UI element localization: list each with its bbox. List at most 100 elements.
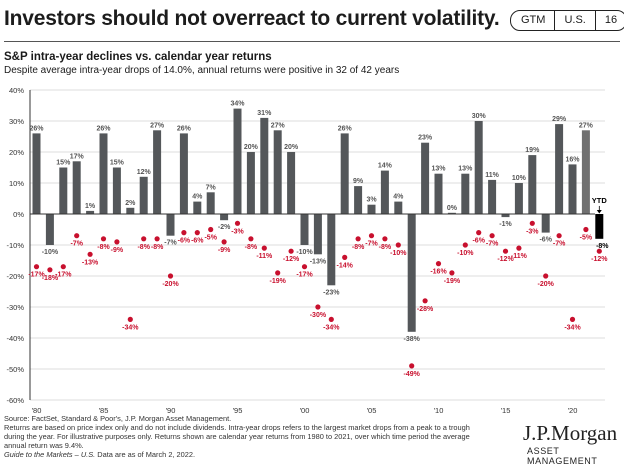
return-bar bbox=[380, 170, 389, 214]
return-label: 4% bbox=[393, 194, 404, 201]
return-bar bbox=[421, 142, 430, 214]
decline-dot bbox=[516, 245, 522, 251]
chart-subtitle: Despite average intra-year drops of 14.0… bbox=[4, 65, 400, 76]
source-note: Source: FactSet, Standard & Poor's, J.P.… bbox=[4, 414, 232, 423]
return-bar bbox=[166, 214, 175, 236]
chart-title: S&P intra-year declines vs. calendar yea… bbox=[4, 51, 272, 63]
return-label: 16% bbox=[565, 156, 580, 163]
return-label: 7% bbox=[206, 184, 217, 191]
decline-label: -8% bbox=[137, 244, 150, 251]
decline-dot bbox=[409, 363, 415, 369]
decline-label: -19% bbox=[444, 278, 461, 285]
return-bar bbox=[367, 204, 376, 214]
y-tick-label: -10% bbox=[6, 241, 24, 250]
decline-dot bbox=[569, 316, 576, 322]
decline-dot bbox=[502, 248, 509, 254]
decline-dot bbox=[462, 242, 468, 248]
decline-dot bbox=[368, 233, 375, 239]
return-bar bbox=[555, 124, 564, 214]
return-label: 27% bbox=[271, 122, 286, 129]
decline-dot bbox=[74, 233, 80, 239]
return-bar bbox=[340, 133, 349, 214]
return-bar bbox=[488, 179, 497, 214]
decline-label: -20% bbox=[162, 281, 179, 288]
return-label: -13% bbox=[310, 258, 327, 265]
decline-dot bbox=[395, 242, 401, 248]
decline-dot bbox=[154, 236, 160, 242]
decline-label: -18% bbox=[42, 275, 59, 282]
return-label: 31% bbox=[257, 110, 272, 117]
decline-dot bbox=[33, 264, 40, 270]
return-label: 34% bbox=[230, 101, 245, 108]
return-label: 0% bbox=[447, 205, 458, 212]
decline-label: -16% bbox=[430, 269, 447, 276]
return-label: 26% bbox=[29, 125, 44, 132]
decline-label: -8% bbox=[245, 244, 258, 251]
return-bar bbox=[45, 214, 54, 245]
return-label: 20% bbox=[244, 144, 259, 151]
y-tick-label: -40% bbox=[6, 334, 24, 343]
decline-dot bbox=[489, 233, 495, 239]
return-bar bbox=[300, 214, 309, 245]
return-label: 3% bbox=[366, 197, 377, 204]
decline-label: -34% bbox=[122, 324, 139, 331]
return-bar bbox=[260, 117, 269, 214]
decline-dot bbox=[342, 254, 348, 260]
y-tick-label: 10% bbox=[9, 179, 24, 188]
return-label: 11% bbox=[485, 172, 499, 179]
decline-label: -8% bbox=[151, 244, 164, 251]
decline-label: -34% bbox=[564, 324, 581, 331]
x-tick-label: '10 bbox=[434, 406, 444, 415]
decline-label: -9% bbox=[111, 247, 124, 254]
return-label: 26% bbox=[96, 125, 111, 132]
return-label: 14% bbox=[378, 163, 393, 170]
decline-label: -8% bbox=[97, 244, 110, 251]
guide-title: Guide to the Markets – U.S. bbox=[4, 450, 96, 459]
return-label: -10% bbox=[296, 249, 313, 256]
decline-label: -7% bbox=[486, 241, 499, 248]
badge-gtm: GTM bbox=[521, 14, 546, 26]
return-label: 26% bbox=[338, 125, 353, 132]
decline-label: -17% bbox=[28, 272, 45, 279]
return-label: 20% bbox=[284, 144, 299, 151]
page-title: Investors should not overreact to curren… bbox=[4, 7, 500, 30]
decline-label: -17% bbox=[55, 272, 72, 279]
decline-label: -14% bbox=[337, 262, 354, 269]
return-label: -10% bbox=[42, 249, 59, 256]
decline-label: -6% bbox=[191, 238, 204, 245]
return-label: 10% bbox=[512, 175, 527, 182]
decline-dot bbox=[261, 245, 267, 251]
decline-label: -7% bbox=[553, 241, 566, 248]
return-bar bbox=[273, 130, 282, 214]
decline-label: -28% bbox=[417, 306, 434, 313]
decline-dot bbox=[127, 316, 133, 322]
decline-label: -3% bbox=[231, 228, 244, 235]
header-divider bbox=[4, 41, 620, 42]
decline-dot bbox=[47, 267, 53, 273]
return-label: -6% bbox=[539, 237, 552, 244]
asset-management-label: ASSET MANAGEMENT bbox=[527, 446, 598, 466]
page-badge: GTM U.S. 16 bbox=[510, 10, 624, 31]
return-label: 15% bbox=[110, 160, 125, 167]
decline-dot bbox=[248, 236, 254, 242]
decline-label: -5% bbox=[580, 235, 593, 242]
decline-label: -5% bbox=[204, 235, 217, 242]
return-bar bbox=[501, 214, 510, 218]
return-label: 13% bbox=[458, 166, 473, 173]
return-bar bbox=[233, 108, 242, 214]
return-label: 9% bbox=[353, 178, 364, 185]
return-bar bbox=[59, 167, 68, 214]
decline-dot bbox=[221, 239, 227, 245]
y-tick-label: -20% bbox=[6, 272, 24, 281]
decline-dot bbox=[275, 270, 281, 276]
return-bar bbox=[220, 214, 229, 221]
decline-dot bbox=[208, 226, 214, 233]
return-label: 13% bbox=[431, 166, 446, 173]
x-tick-label: '85 bbox=[99, 406, 109, 415]
return-label: -2% bbox=[218, 224, 231, 231]
decline-label: -30% bbox=[310, 312, 327, 319]
y-tick-label: -60% bbox=[6, 396, 24, 405]
return-bar bbox=[568, 164, 577, 214]
y-tick-label: -30% bbox=[6, 303, 24, 312]
return-bar bbox=[206, 192, 215, 214]
